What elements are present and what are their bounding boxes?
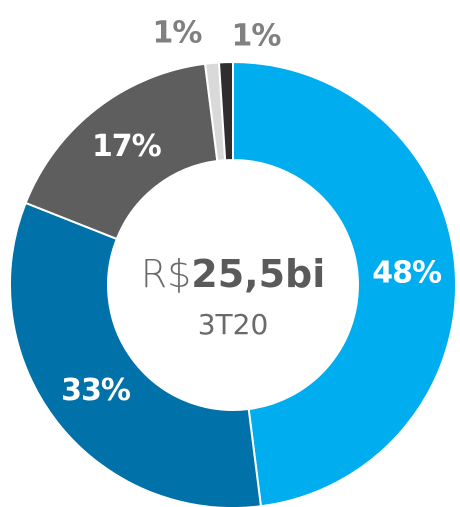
slice-label: 48% xyxy=(372,256,442,291)
slice-label: 33% xyxy=(61,373,131,408)
slice-label: 1% xyxy=(232,19,282,54)
center-value: 25,5bi xyxy=(191,252,325,296)
donut-slice xyxy=(232,60,457,507)
donut-slice xyxy=(24,62,219,241)
center-prefix: R$ xyxy=(141,252,192,296)
slice-label: 17% xyxy=(92,129,162,164)
center-subtitle: 3T20 xyxy=(198,308,269,341)
slice-label: 1% xyxy=(153,16,203,51)
donut-slice xyxy=(217,60,234,162)
center-label: R$25,5bi xyxy=(141,252,326,296)
donut-slice xyxy=(9,201,263,507)
